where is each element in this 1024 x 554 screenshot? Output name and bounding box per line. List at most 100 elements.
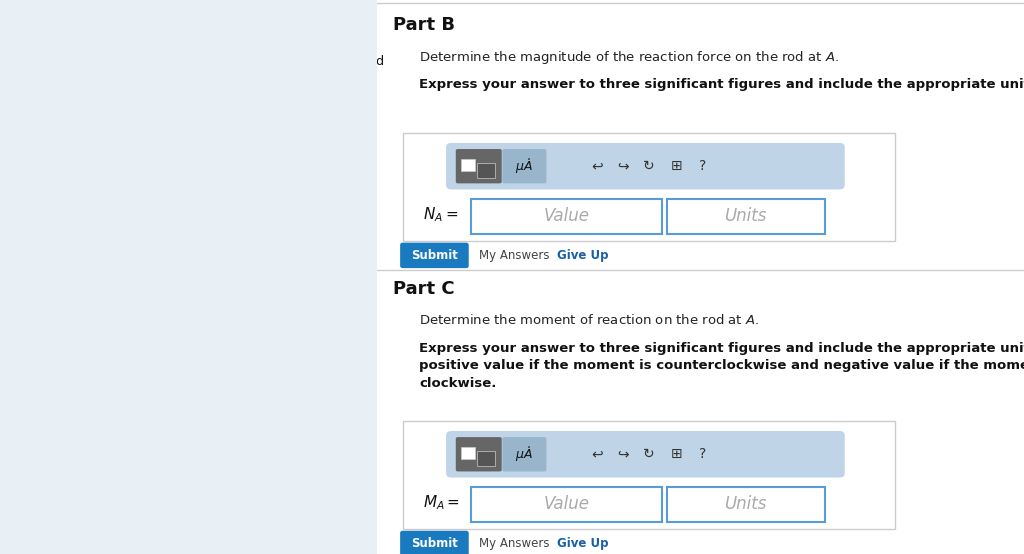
Polygon shape (263, 363, 273, 372)
Text: 12: 12 (285, 464, 297, 474)
Text: 3: 3 (83, 434, 89, 444)
Text: Express your answer to three significant figures and include the appropriate uni: Express your answer to three significant… (419, 78, 1024, 90)
Polygon shape (263, 371, 275, 372)
Polygon shape (263, 360, 271, 372)
Text: 3 ft: 3 ft (133, 315, 151, 325)
Text: Give Up: Give Up (557, 537, 608, 550)
Text: Submit: Submit (411, 537, 458, 550)
Polygon shape (263, 357, 267, 372)
Text: Value: Value (544, 207, 590, 225)
Polygon shape (263, 366, 274, 372)
FancyBboxPatch shape (446, 431, 845, 478)
Polygon shape (263, 357, 265, 372)
Text: $M$: $M$ (279, 324, 291, 337)
FancyBboxPatch shape (400, 243, 469, 268)
FancyBboxPatch shape (456, 149, 502, 183)
Text: $N_A =$: $N_A =$ (424, 206, 459, 224)
FancyBboxPatch shape (44, 266, 66, 432)
Polygon shape (263, 361, 272, 372)
Text: $M_A =$: $M_A =$ (424, 494, 461, 512)
Text: Value: Value (544, 495, 590, 513)
Polygon shape (263, 357, 266, 372)
Text: $F$: $F$ (180, 300, 190, 314)
FancyBboxPatch shape (11, 42, 366, 188)
Polygon shape (263, 357, 267, 372)
Polygon shape (263, 361, 271, 372)
FancyBboxPatch shape (11, 220, 366, 554)
Text: ↪: ↪ (616, 447, 629, 461)
Polygon shape (263, 369, 275, 372)
FancyBboxPatch shape (667, 487, 825, 522)
Polygon shape (263, 361, 272, 372)
Text: Determine the magnitude of the reaction force on the rod at $A$.: Determine the magnitude of the reaction … (419, 49, 839, 66)
Text: Determine the moment of reaction on the rod at $A$.: Determine the moment of reaction on the … (419, 313, 759, 327)
Text: Figure 1: Figure 1 (34, 200, 79, 210)
Text: 3 ft: 3 ft (215, 315, 233, 325)
Polygon shape (263, 365, 273, 372)
FancyBboxPatch shape (456, 437, 502, 471)
FancyBboxPatch shape (667, 199, 825, 234)
Polygon shape (263, 365, 274, 372)
Text: Part C: Part C (393, 280, 455, 297)
Text: ?: ? (698, 447, 706, 461)
Text: Problem 5.25: Problem 5.25 (15, 19, 144, 38)
Polygon shape (263, 367, 274, 372)
FancyBboxPatch shape (461, 159, 475, 171)
Text: Part B: Part B (393, 16, 455, 33)
Text: Give Up: Give Up (557, 249, 608, 262)
FancyBboxPatch shape (503, 149, 547, 183)
Polygon shape (263, 357, 265, 372)
Text: ↕: ↕ (91, 200, 100, 210)
Text: <: < (276, 199, 287, 212)
Polygon shape (263, 358, 269, 372)
FancyBboxPatch shape (402, 421, 895, 529)
Text: ↩: ↩ (591, 447, 603, 461)
Text: The bent rod is supported by a smooth surface at $B$ and
by a collar at $A$, whi: The bent rod is supported by a smooth su… (27, 53, 385, 135)
Text: ↩: ↩ (591, 159, 603, 173)
FancyBboxPatch shape (308, 194, 350, 218)
FancyBboxPatch shape (446, 143, 845, 189)
Text: 4: 4 (93, 440, 100, 450)
FancyBboxPatch shape (503, 437, 547, 471)
Polygon shape (263, 370, 275, 372)
Text: $\mu\mathring{A}$: $\mu\mathring{A}$ (515, 444, 534, 464)
Text: $\mu\mathring{A}$: $\mu\mathring{A}$ (515, 156, 534, 176)
Polygon shape (263, 357, 265, 372)
Text: Units: Units (725, 495, 767, 513)
Polygon shape (263, 358, 269, 372)
Polygon shape (263, 359, 269, 372)
FancyBboxPatch shape (471, 199, 662, 234)
Text: ⊞: ⊞ (671, 447, 682, 461)
Polygon shape (263, 357, 266, 372)
Polygon shape (79, 350, 101, 380)
Text: $B$: $B$ (241, 442, 250, 455)
Polygon shape (263, 368, 275, 372)
Text: Express your answer to three significant figures and include the appropriate uni: Express your answer to three significant… (419, 342, 1024, 390)
FancyBboxPatch shape (11, 192, 366, 219)
Text: My Answers: My Answers (479, 537, 550, 550)
Text: 2 ft: 2 ft (289, 398, 306, 408)
Text: $A$: $A$ (80, 357, 90, 371)
Polygon shape (263, 362, 272, 372)
FancyBboxPatch shape (261, 194, 303, 218)
Polygon shape (263, 365, 274, 372)
Polygon shape (263, 360, 270, 372)
Text: ?: ? (698, 159, 706, 173)
Text: ↻: ↻ (643, 447, 654, 461)
Text: ⊞: ⊞ (671, 159, 682, 173)
FancyBboxPatch shape (471, 487, 662, 522)
Polygon shape (263, 368, 274, 372)
Text: ↪: ↪ (616, 159, 629, 173)
FancyBboxPatch shape (402, 133, 895, 241)
FancyBboxPatch shape (477, 451, 496, 466)
Text: Units: Units (725, 207, 767, 225)
Text: 5: 5 (67, 422, 73, 432)
Polygon shape (263, 358, 268, 372)
Polygon shape (263, 363, 273, 372)
Text: 13: 13 (298, 427, 311, 437)
Polygon shape (263, 371, 275, 372)
Polygon shape (263, 360, 270, 372)
Text: My Answers: My Answers (479, 249, 550, 262)
Polygon shape (263, 370, 275, 372)
Polygon shape (263, 358, 268, 372)
